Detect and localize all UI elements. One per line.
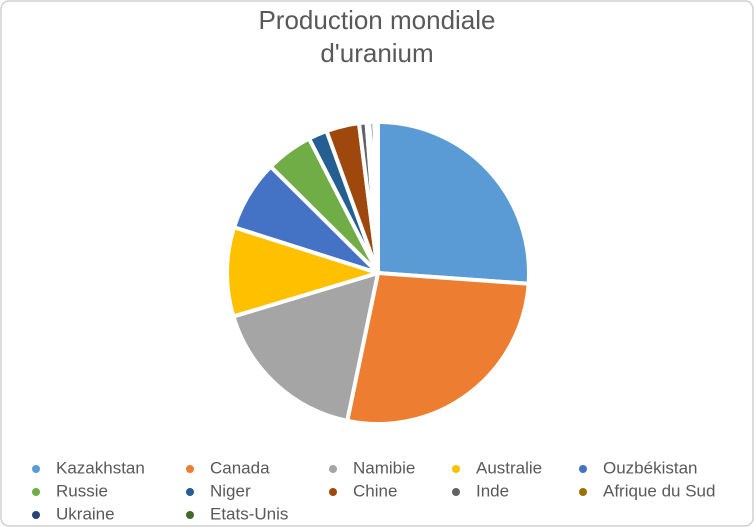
legend-marker xyxy=(452,488,460,496)
pie-slice xyxy=(231,271,380,423)
legend-label: Chine xyxy=(353,481,397,500)
legend-marker xyxy=(186,488,194,496)
legend-label: Ouzbékistan xyxy=(603,458,698,477)
legend-label: Canada xyxy=(210,458,270,477)
legend-marker xyxy=(32,511,40,519)
legend-label: Kazakhstan xyxy=(56,458,145,477)
legend-label: Etats-Unis xyxy=(210,504,288,523)
legend-label: Australie xyxy=(476,458,542,477)
legend-label: Afrique du Sud xyxy=(603,481,715,500)
legend-label: Inde xyxy=(476,481,509,500)
chart-title: Production mondiale d'uranium xyxy=(258,5,496,68)
legend-label: Niger xyxy=(210,481,251,500)
legend-marker xyxy=(329,488,337,496)
legend-marker xyxy=(329,465,337,473)
legend-label: Ukraine xyxy=(56,504,115,523)
pie-slice xyxy=(376,120,531,286)
legend-marker xyxy=(186,511,194,519)
legend-label: Russie xyxy=(56,481,108,500)
legend-marker xyxy=(186,465,194,473)
legend-marker xyxy=(32,488,40,496)
legend-marker xyxy=(579,488,587,496)
pie-slice xyxy=(345,271,531,426)
pie-slice xyxy=(372,119,380,275)
legend-marker xyxy=(32,465,40,473)
legend-label: Namibie xyxy=(353,458,415,477)
legend-marker xyxy=(452,465,460,473)
legend-marker xyxy=(579,465,587,473)
